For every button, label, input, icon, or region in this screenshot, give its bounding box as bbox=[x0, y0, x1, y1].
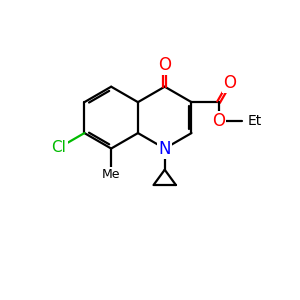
Text: Me: Me bbox=[102, 168, 120, 181]
Text: Et: Et bbox=[248, 114, 262, 128]
Text: N: N bbox=[158, 140, 171, 158]
Text: O: O bbox=[223, 74, 236, 92]
Text: O: O bbox=[212, 112, 225, 130]
Text: Cl: Cl bbox=[52, 140, 66, 155]
Text: O: O bbox=[158, 56, 171, 74]
